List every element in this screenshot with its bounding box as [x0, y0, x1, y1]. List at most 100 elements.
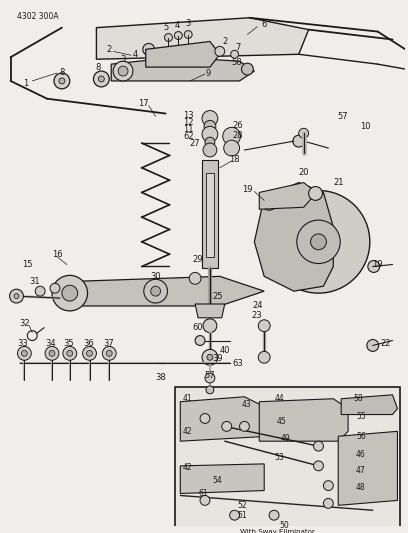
- Text: 56: 56: [356, 432, 366, 441]
- Text: With Sway Eliminator: With Sway Eliminator: [239, 529, 314, 533]
- Text: 31: 31: [29, 277, 40, 286]
- Bar: [175, 387, 400, 533]
- Circle shape: [200, 414, 210, 423]
- Circle shape: [224, 140, 239, 156]
- Text: 34: 34: [46, 339, 56, 348]
- Text: 47: 47: [356, 466, 366, 475]
- Text: 40: 40: [220, 346, 230, 355]
- Text: 46: 46: [356, 449, 366, 458]
- Text: 44: 44: [274, 394, 284, 403]
- Text: 8: 8: [59, 68, 64, 77]
- Text: 15: 15: [22, 260, 33, 269]
- Circle shape: [308, 187, 322, 200]
- Text: 16: 16: [52, 250, 62, 259]
- Text: 58: 58: [353, 394, 363, 403]
- Circle shape: [9, 289, 23, 303]
- Polygon shape: [259, 183, 317, 209]
- Circle shape: [324, 498, 333, 508]
- Text: 9: 9: [205, 69, 211, 77]
- Circle shape: [242, 63, 253, 75]
- Polygon shape: [146, 42, 220, 67]
- Circle shape: [202, 126, 218, 142]
- Circle shape: [267, 190, 370, 293]
- Circle shape: [102, 346, 116, 360]
- Text: 5: 5: [163, 23, 168, 32]
- Circle shape: [86, 350, 93, 356]
- Text: 4: 4: [132, 50, 137, 59]
- Text: 23: 23: [251, 311, 262, 320]
- Circle shape: [67, 350, 73, 356]
- Circle shape: [49, 350, 55, 356]
- Text: 29: 29: [193, 255, 203, 264]
- Text: 21: 21: [333, 178, 344, 187]
- Text: 60: 60: [193, 323, 204, 332]
- Circle shape: [143, 43, 155, 55]
- Text: 50: 50: [279, 521, 289, 530]
- Text: 61: 61: [198, 489, 208, 498]
- Text: 22: 22: [380, 339, 391, 348]
- Circle shape: [324, 481, 333, 490]
- Circle shape: [203, 143, 217, 157]
- Circle shape: [35, 286, 45, 296]
- Bar: [206, 173, 214, 256]
- Circle shape: [52, 276, 88, 311]
- Text: 2: 2: [106, 45, 112, 54]
- Circle shape: [151, 286, 161, 296]
- Text: 58: 58: [231, 58, 242, 67]
- Text: 42: 42: [182, 427, 192, 436]
- Circle shape: [93, 71, 109, 87]
- Circle shape: [297, 220, 340, 263]
- Circle shape: [113, 61, 133, 81]
- Circle shape: [59, 78, 65, 84]
- Text: 28: 28: [232, 131, 243, 140]
- Circle shape: [144, 279, 167, 303]
- Circle shape: [258, 320, 270, 332]
- Text: 36: 36: [83, 339, 94, 348]
- Bar: [202, 160, 218, 269]
- Text: 20: 20: [298, 168, 309, 177]
- Text: 53: 53: [274, 454, 284, 463]
- Circle shape: [184, 30, 192, 38]
- Circle shape: [230, 510, 239, 520]
- Circle shape: [223, 127, 241, 145]
- Circle shape: [314, 441, 324, 451]
- Polygon shape: [254, 183, 333, 291]
- Text: 6: 6: [262, 20, 267, 29]
- Text: 39: 39: [213, 354, 223, 363]
- Text: 48: 48: [356, 483, 366, 492]
- Circle shape: [202, 350, 218, 365]
- Text: 24: 24: [252, 302, 262, 310]
- Text: 4302 300A: 4302 300A: [18, 12, 59, 21]
- Circle shape: [106, 350, 112, 356]
- Text: 37: 37: [103, 339, 114, 348]
- Text: 42: 42: [182, 463, 192, 472]
- Polygon shape: [259, 399, 348, 441]
- Polygon shape: [341, 395, 397, 415]
- Circle shape: [206, 386, 214, 394]
- Circle shape: [239, 422, 249, 431]
- Text: 52: 52: [238, 501, 247, 510]
- Circle shape: [205, 137, 215, 147]
- Circle shape: [269, 510, 279, 520]
- Polygon shape: [111, 57, 254, 81]
- Circle shape: [258, 351, 270, 363]
- Polygon shape: [180, 397, 274, 441]
- Circle shape: [367, 340, 379, 351]
- Circle shape: [202, 110, 218, 126]
- Text: 55: 55: [356, 412, 366, 421]
- Text: 38: 38: [155, 373, 166, 382]
- Polygon shape: [195, 304, 225, 318]
- Circle shape: [54, 73, 70, 89]
- Circle shape: [205, 373, 215, 383]
- Circle shape: [18, 346, 31, 360]
- Text: 51: 51: [238, 511, 247, 520]
- Circle shape: [231, 50, 239, 58]
- Text: 18: 18: [229, 156, 240, 164]
- Circle shape: [21, 350, 27, 356]
- Circle shape: [200, 496, 210, 505]
- Text: 41: 41: [182, 394, 192, 403]
- Circle shape: [314, 461, 324, 471]
- Text: 19: 19: [373, 260, 383, 269]
- Circle shape: [62, 285, 78, 301]
- Text: 30: 30: [150, 272, 161, 281]
